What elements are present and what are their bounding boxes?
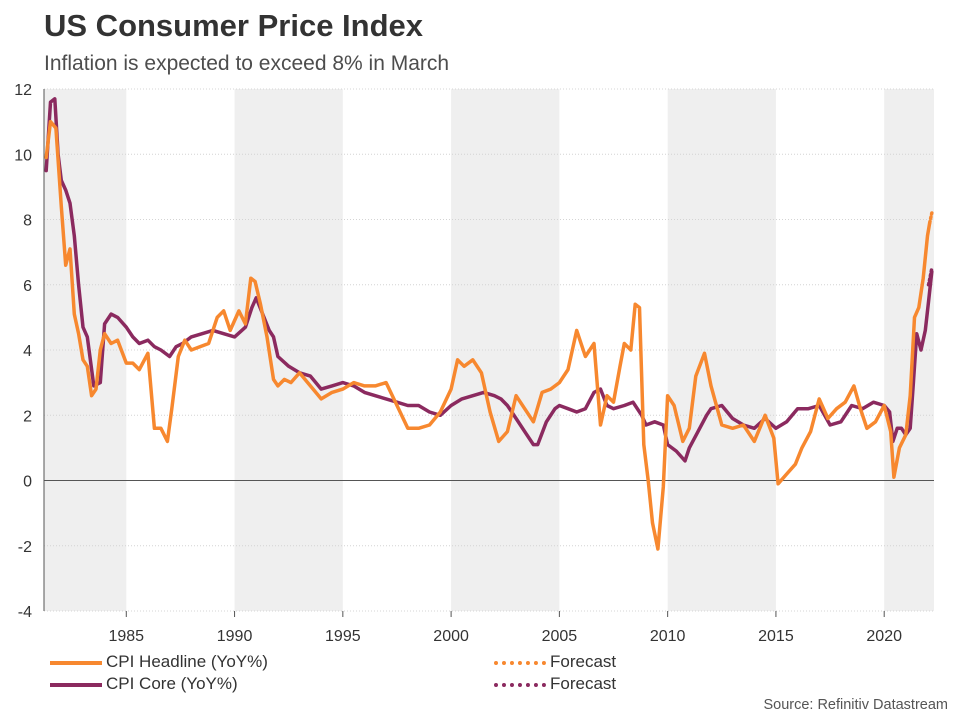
shaded-band (667, 89, 776, 611)
legend-headline-forecast-label: Forecast (550, 652, 617, 671)
x-tick-label: 1995 (325, 628, 361, 645)
y-tick-label: 0 (23, 474, 32, 491)
y-tick-label: 6 (23, 278, 32, 295)
x-tick-label: 1985 (108, 628, 144, 645)
x-tick-label: 1990 (217, 628, 253, 645)
y-tick-label: 2 (23, 408, 32, 425)
y-tick-label: 8 (23, 213, 32, 230)
legend-headline: CPI Headline (YoY%) (50, 652, 268, 672)
legend-core-swatch (50, 682, 102, 687)
legend-core-forecast-label: Forecast (550, 674, 617, 693)
x-tick-label: 2000 (433, 628, 469, 645)
shaded-band (234, 89, 343, 611)
shaded-band (884, 89, 934, 611)
source-note: Source: Refinitiv Datastream (763, 697, 948, 713)
legend-core: CPI Core (YoY%) (50, 674, 238, 694)
x-tick-label: 2020 (866, 628, 902, 645)
core-series-line (44, 97, 934, 463)
y-tick-label: 12 (14, 82, 32, 99)
x-tick-label: 2010 (650, 628, 686, 645)
y-tick-label: -2 (18, 539, 32, 556)
y-tick-label: -4 (18, 604, 32, 621)
x-tick-label: 2015 (758, 628, 794, 645)
core-forecast-line (926, 266, 934, 287)
chart-subtitle: Inflation is expected to exceed 8% in Ma… (44, 52, 450, 75)
y-tick-label: 4 (23, 343, 32, 360)
headline-series-line (44, 119, 932, 551)
legend-headline-label: CPI Headline (YoY%) (106, 652, 268, 671)
headline-forecast-line (927, 211, 934, 225)
chart-title: US Consumer Price Index (44, 8, 424, 43)
shaded-band (451, 89, 560, 611)
legend-core-label: CPI Core (YoY%) (106, 674, 238, 693)
x-tick-label: 2005 (542, 628, 578, 645)
legend-headline-swatch (50, 660, 102, 665)
legend-headline-forecast: Forecast (494, 652, 616, 672)
legend-core-forecast-swatch (494, 682, 546, 687)
legend-headline-forecast-swatch (494, 660, 546, 665)
legend-core-forecast: Forecast (494, 674, 616, 694)
y-tick-label: 10 (14, 147, 32, 164)
